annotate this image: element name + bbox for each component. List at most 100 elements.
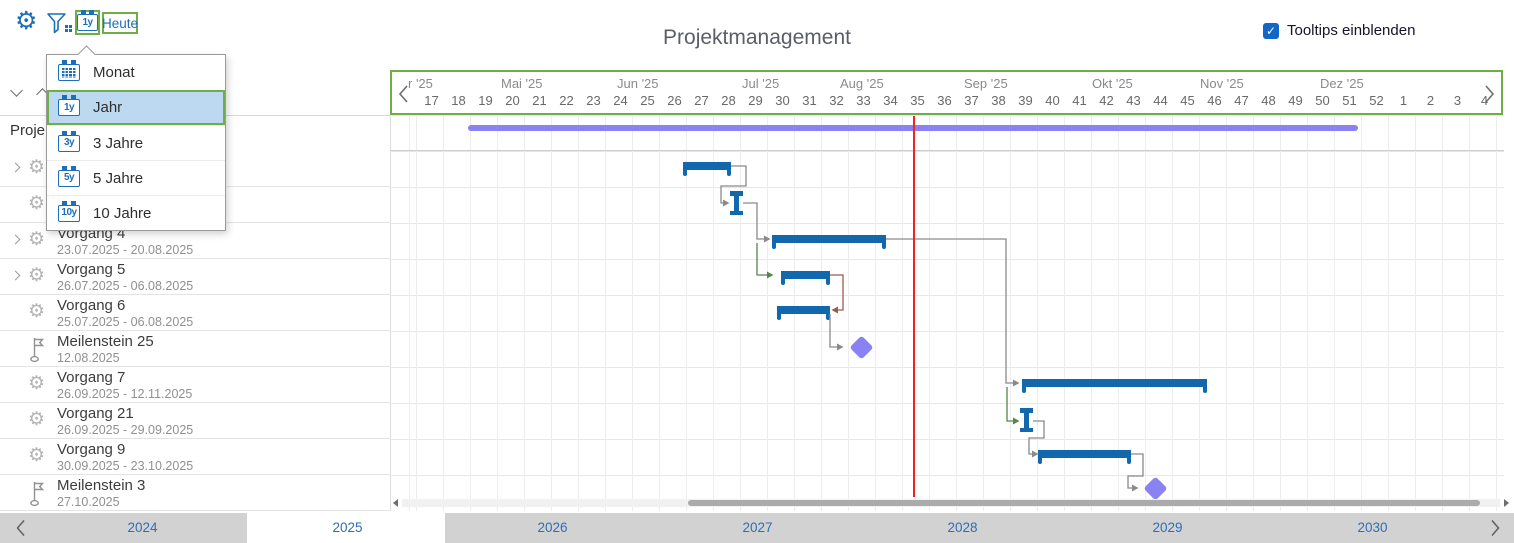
week-number-label: 38	[991, 93, 1006, 108]
scrollbar-right-arrow-icon[interactable]	[1504, 499, 1509, 507]
task-row-vorgang-7[interactable]: ⚙ Vorgang 7 26.09.2025 - 12.11.2025	[0, 367, 390, 403]
zoom-menu-item-10-jahre[interactable]: 10y 10 Jahre	[47, 195, 225, 230]
week-number-label: 44	[1153, 93, 1168, 108]
connector-line-1	[720, 165, 747, 204]
task-name: Meilenstein 3	[57, 477, 146, 494]
timeline-header: r '25 Mai '25 Jun '25 Jul '25 Aug '25 Sep '25…	[390, 70, 1503, 115]
tooltips-checkbox[interactable]: ✓	[1263, 22, 1279, 39]
milestone-flag-icon	[30, 338, 45, 363]
week-number-label: 4	[1480, 93, 1489, 108]
task-row-meilenstein-25[interactable]: Meilenstein 25 12.08.2025	[0, 331, 390, 367]
settings-gear-icon[interactable]: ⚙	[15, 7, 38, 35]
milestone-flag-icon	[28, 336, 48, 368]
week-number-label: 19	[478, 93, 493, 108]
year-nav-2026[interactable]: 2026	[537, 520, 568, 535]
task-row-vorgang-6[interactable]: ⚙ Vorgang 6 25.07.2025 - 06.08.2025	[0, 295, 390, 331]
task-gear-icon[interactable]: ⚙	[28, 265, 46, 286]
zoom-menu-item-3-jahre[interactable]: 3y 3 Jahre	[47, 125, 225, 160]
year-nav-2030[interactable]: 2030	[1357, 520, 1388, 535]
tooltips-toggle[interactable]: ✓ Tooltips einblenden	[1263, 22, 1415, 39]
scrollbar-thumb[interactable]	[688, 500, 1480, 506]
today-button-label: Heute	[101, 15, 139, 31]
gantt-bar-vorgang-5[interactable]	[781, 271, 830, 285]
gantt-ibeam-milestone-task-row-2[interactable]	[730, 191, 743, 215]
week-number-label: 18	[451, 93, 466, 108]
task-name: Vorgang 21	[57, 405, 134, 422]
task-gear-icon[interactable]: ⚙	[28, 373, 46, 394]
zoom-menu-item-jahr[interactable]: 1y Jahr	[47, 90, 225, 125]
task-dates: 23.07.2025 - 20.08.2025	[57, 243, 194, 257]
gantt-bar-vorgang-9[interactable]	[1038, 450, 1131, 464]
task-gear-icon[interactable]: ⚙	[28, 193, 46, 214]
task-gear-icon[interactable]: ⚙	[28, 445, 46, 466]
year-nav-next-icon[interactable]	[1490, 519, 1502, 542]
month-label: Dez '25	[1320, 76, 1364, 91]
week-number-label: 42	[1099, 93, 1114, 108]
task-dates: 27.10.2025	[57, 495, 120, 509]
month-label: Mai '25	[501, 76, 543, 91]
gantt-ibeam-milestone-vorgang-21[interactable]	[1020, 408, 1033, 432]
task-name: Vorgang 9	[57, 441, 126, 458]
week-number-label: 17	[424, 93, 439, 108]
connector-arrow-icon	[1013, 417, 1020, 425]
year-nav-2028[interactable]: 2028	[947, 520, 978, 535]
today-button[interactable]: Heute	[102, 12, 138, 34]
week-number-label: 20	[505, 93, 520, 108]
connector-arrow-icon	[1013, 379, 1020, 387]
zoom-menu-item-monat[interactable]: Monat	[47, 55, 225, 90]
year-nav-2025[interactable]: 2025	[332, 520, 363, 535]
horizontal-scrollbar[interactable]	[402, 499, 1500, 507]
month-labels: r '25 Mai '25 Jun '25 Jul '25 Aug '25 Sep '25…	[392, 76, 1501, 92]
timeline-next-icon[interactable]	[1483, 84, 1497, 109]
task-dates: 30.09.2025 - 23.10.2025	[57, 459, 194, 473]
calendar-year-glyph: 10y	[61, 207, 77, 218]
collapse-all-icon[interactable]	[10, 84, 23, 97]
expand-chevron-icon[interactable]	[10, 162, 21, 173]
timeline-prev-icon[interactable]	[396, 84, 410, 109]
week-number-label: 34	[883, 93, 898, 108]
task-row-vorgang-21[interactable]: ⚙ Vorgang 21 26.09.2025 - 29.09.2025	[0, 403, 390, 439]
zoom-menu-item-5-jahre[interactable]: 5y 5 Jahre	[47, 160, 225, 195]
expand-chevron-icon[interactable]	[10, 270, 21, 281]
month-label: Nov '25	[1200, 76, 1244, 91]
expand-chevron-icon[interactable]	[10, 234, 21, 245]
gantt-bar-vorgang-7[interactable]	[1022, 379, 1207, 393]
connector-line-3	[756, 243, 767, 276]
connector-arrow-icon	[764, 235, 771, 243]
week-number-label: 36	[937, 93, 952, 108]
task-row-vorgang-9[interactable]: ⚙ Vorgang 9 30.09.2025 - 23.10.2025	[0, 439, 390, 475]
zoom-menu-item-label: 5 Jahre	[93, 169, 144, 187]
year-nav-2024[interactable]: 2024	[127, 520, 158, 535]
gantt-bar-task-row-1[interactable]	[683, 162, 731, 176]
task-gear-icon[interactable]: ⚙	[28, 157, 46, 178]
zoom-level-button[interactable]: 1y	[75, 10, 100, 35]
task-gear-icon[interactable]: ⚙	[28, 409, 46, 430]
year-navigation-bar: 2024 2025 2026 2027 2028 2029 2030	[0, 513, 1514, 543]
calendar-month-grid-icon	[58, 60, 80, 81]
calendar-year-glyph: 5y	[63, 172, 75, 183]
task-gear-icon[interactable]: ⚙	[28, 301, 46, 322]
week-number-label: 41	[1072, 93, 1087, 108]
connector-arrow-icon	[1032, 450, 1039, 458]
year-nav-2027[interactable]: 2027	[742, 520, 773, 535]
task-row-vorgang-5[interactable]: ⚙ Vorgang 5 26.07.2025 - 06.08.2025	[0, 259, 390, 295]
connector-line-7	[1006, 387, 1013, 422]
milestone-flag-icon	[30, 482, 45, 507]
gantt-bar-vorgang-4[interactable]	[772, 235, 886, 249]
task-gear-icon[interactable]: ⚙	[28, 229, 46, 250]
year-segment-selected[interactable]	[247, 513, 445, 543]
task-row-meilenstein-3[interactable]: Meilenstein 3 27.10.2025	[0, 475, 390, 511]
today-marker-line	[913, 116, 915, 497]
year-nav-2029[interactable]: 2029	[1152, 520, 1183, 535]
week-number-label: 27	[694, 93, 709, 108]
year-nav-prev-icon[interactable]	[14, 519, 26, 542]
week-number-label: 29	[748, 93, 763, 108]
scrollbar-left-arrow-icon[interactable]	[393, 499, 398, 507]
gantt-bar-vorgang-6[interactable]	[777, 306, 830, 320]
task-name: Vorgang 5	[57, 261, 126, 278]
task-dates: 25.07.2025 - 06.08.2025	[57, 315, 194, 329]
connector-arrow-icon	[837, 343, 844, 351]
week-number-label: 22	[559, 93, 574, 108]
tooltips-label: Tooltips einblenden	[1287, 22, 1416, 39]
filter-icon[interactable]	[46, 11, 73, 41]
